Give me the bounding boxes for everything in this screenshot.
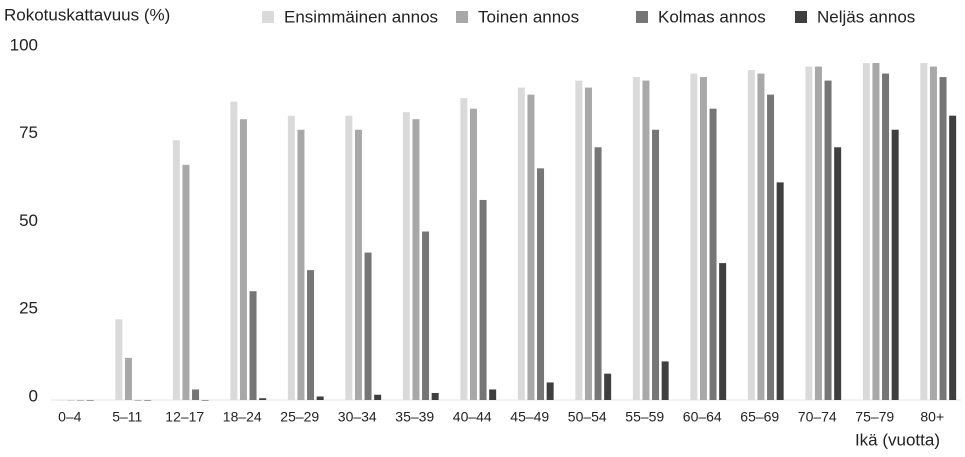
bar <box>537 168 545 400</box>
legend-swatch <box>456 11 468 23</box>
bar <box>575 80 583 400</box>
bar <box>469 108 477 401</box>
bar <box>201 400 209 401</box>
bar <box>642 80 650 400</box>
x-tick-label: 18–24 <box>223 409 262 425</box>
bar <box>57 400 65 401</box>
bar <box>479 199 487 400</box>
bar <box>192 389 200 400</box>
x-tick-label: 35–39 <box>395 409 434 425</box>
bar <box>431 392 439 400</box>
bar <box>757 73 765 400</box>
x-tick-label: 65–69 <box>740 409 779 425</box>
x-tick-label: 5–11 <box>112 409 142 425</box>
x-tick-label: 75–79 <box>855 409 894 425</box>
x-tick-label: 30–34 <box>338 409 377 425</box>
bar <box>584 87 592 401</box>
bar <box>652 129 660 401</box>
bar <box>929 66 937 401</box>
bar <box>182 164 190 400</box>
bar <box>920 63 928 400</box>
bar <box>422 231 430 400</box>
x-tick-label: 40–44 <box>453 409 492 425</box>
bar <box>719 263 727 400</box>
bar <box>834 147 842 400</box>
bar <box>805 66 813 401</box>
bar <box>134 400 142 401</box>
bar <box>249 291 257 400</box>
chart-title: Rokotuskattavuus (%) <box>4 5 170 24</box>
bar <box>297 129 305 401</box>
bar <box>287 115 295 400</box>
bar <box>604 373 612 400</box>
bar <box>460 98 468 400</box>
bar <box>690 73 698 400</box>
legend-label: Neljäs annos <box>817 7 915 26</box>
legend-label: Ensimmäinen annos <box>284 7 438 26</box>
bar <box>872 63 880 400</box>
bar <box>239 119 247 400</box>
bar <box>489 389 497 400</box>
x-tick-label: 45–49 <box>510 409 549 425</box>
bar <box>594 147 602 400</box>
bar <box>172 140 180 400</box>
bar <box>882 73 890 400</box>
x-tick-label: 60–64 <box>683 409 722 425</box>
x-tick-label: 25–29 <box>280 409 319 425</box>
bar <box>517 87 525 401</box>
bar <box>767 94 775 400</box>
bar <box>86 400 94 401</box>
bar <box>77 400 85 401</box>
bar <box>374 394 382 400</box>
y-tick-label: 100 <box>10 35 38 54</box>
x-tick-label: 12–17 <box>165 409 204 425</box>
bar <box>345 115 353 400</box>
bar <box>307 270 315 400</box>
legend-swatch <box>262 11 274 23</box>
bar <box>891 129 899 401</box>
bar <box>814 66 822 401</box>
bar <box>862 63 870 400</box>
bar <box>699 77 707 400</box>
bar <box>67 400 75 401</box>
bar <box>776 182 784 400</box>
x-tick-label: 70–74 <box>798 409 837 425</box>
bar <box>364 252 372 400</box>
x-tick-label: 0–4 <box>58 409 82 425</box>
legend-label: Toinen annos <box>478 7 579 26</box>
bar <box>546 382 554 400</box>
bar <box>709 108 717 401</box>
bar <box>632 77 640 400</box>
bar <box>115 319 123 400</box>
legend-swatch <box>636 11 648 23</box>
y-tick-label: 0 <box>29 386 38 405</box>
bar <box>412 119 420 400</box>
bar <box>259 398 267 400</box>
bar <box>949 115 957 400</box>
x-axis-label: Ikä (vuotta) <box>855 430 940 449</box>
legend-swatch <box>795 11 807 23</box>
bar <box>144 400 152 401</box>
bar <box>316 396 324 400</box>
bar <box>230 101 238 401</box>
bar <box>939 77 947 400</box>
y-tick-label: 50 <box>19 211 38 230</box>
legend-label: Kolmas annos <box>658 7 766 26</box>
bar <box>354 129 362 401</box>
x-tick-label: 80+ <box>920 409 944 425</box>
y-tick-label: 75 <box>19 123 38 142</box>
bar <box>824 80 832 400</box>
bar <box>747 70 755 400</box>
bar <box>402 112 410 401</box>
x-tick-label: 50–54 <box>568 409 607 425</box>
x-tick-label: 55–59 <box>625 409 664 425</box>
bar <box>124 357 132 400</box>
y-tick-label: 25 <box>19 299 38 318</box>
bar <box>527 94 535 400</box>
bar <box>661 361 669 400</box>
